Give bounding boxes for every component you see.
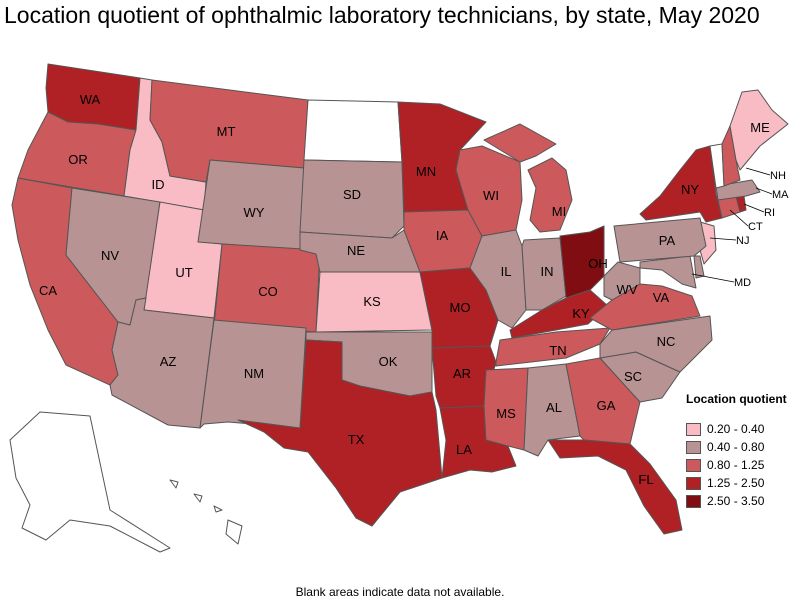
state-il[interactable] [469, 229, 527, 329]
state-label-va: VA [653, 290, 670, 305]
state-label-wa: WA [80, 92, 101, 107]
state-pa[interactable] [613, 217, 707, 263]
legend-item: 1.25 - 2.50 [686, 474, 787, 492]
state-label-il: IL [501, 264, 512, 279]
footnote: Blank areas indicate data not available. [295, 585, 505, 599]
state-label-nm: NM [244, 366, 264, 381]
state-label-az: AZ [160, 354, 177, 369]
state-nm[interactable] [199, 319, 307, 429]
state-label-tx: TX [348, 432, 365, 447]
state-label-ri: RI [764, 207, 775, 219]
state-label-ma: MA [772, 189, 789, 201]
state-ak[interactable] [9, 411, 171, 553]
state-label-al: AL [546, 400, 562, 415]
legend-swatch [686, 458, 701, 472]
md-leader-line [691, 273, 735, 283]
state-label-nh: NH [770, 170, 786, 182]
state-label-mn: MN [416, 164, 436, 179]
state-label-me: ME [750, 120, 770, 135]
legend-item: 2.50 - 3.50 [686, 492, 787, 510]
state-label-wi: WI [483, 188, 499, 203]
ri-leader-line [743, 203, 765, 213]
state-label-ut: UT [175, 265, 192, 280]
legend-title: Location quotient [686, 392, 787, 406]
ct-leader-line [729, 209, 749, 227]
legend-swatch [686, 422, 701, 436]
legend-swatch [686, 440, 701, 454]
state-label-sc: SC [624, 369, 642, 384]
state-label-id: ID [152, 177, 165, 192]
legend-swatch [686, 476, 701, 490]
state-label-md: MD [734, 277, 751, 289]
state-label-co: CO [258, 284, 278, 299]
legend-label: 0.20 - 0.40 [707, 422, 765, 436]
state-label-ia: IA [436, 228, 449, 243]
state-label-pa: PA [659, 233, 676, 248]
nj-leader-line [709, 237, 737, 241]
state-label-ar: AR [453, 366, 471, 381]
state-label-sd: SD [343, 187, 361, 202]
state-label-ga: GA [597, 398, 616, 413]
state-sd[interactable] [299, 159, 405, 239]
state-label-ks: KS [363, 294, 381, 309]
state-label-ky: KY [572, 306, 590, 321]
state-label-fl: FL [638, 472, 653, 487]
state-label-la: LA [456, 442, 472, 457]
legend-item: 0.40 - 0.80 [686, 438, 787, 456]
state-label-ne: NE [347, 243, 365, 258]
state-label-or: OR [68, 152, 88, 167]
state-nd[interactable] [303, 99, 403, 163]
state-label-wy: WY [244, 205, 265, 220]
state-tx[interactable] [237, 339, 443, 527]
state-label-oh: OH [588, 256, 608, 271]
state-md[interactable] [639, 255, 697, 289]
legend-item: 0.20 - 0.40 [686, 420, 787, 438]
state-label-ms: MS [496, 406, 516, 421]
ma-leader-line [755, 187, 773, 195]
state-fl[interactable] [547, 439, 683, 535]
state-label-ny: NY [681, 182, 699, 197]
map-title: Location quotient of ophthalmic laborato… [4, 2, 760, 28]
state-mi[interactable] [483, 123, 573, 233]
state-label-ok: OK [379, 354, 398, 369]
state-label-ct: CT [748, 221, 763, 233]
state-label-mo: MO [450, 300, 471, 315]
state-hi[interactable] [169, 479, 243, 545]
state-label-ca: CA [39, 283, 57, 298]
state-nh[interactable] [721, 125, 741, 187]
nh-leader-line [745, 167, 771, 176]
state-label-nc: NC [657, 334, 676, 349]
state-tn[interactable] [495, 327, 611, 367]
state-label-in: IN [541, 264, 554, 279]
state-wv[interactable] [603, 261, 641, 301]
state-label-tn: TN [549, 343, 566, 358]
legend-label: 0.80 - 1.25 [707, 458, 765, 472]
state-label-mt: MT [217, 124, 236, 139]
state-label-nv: NV [101, 248, 119, 263]
legend: Location quotient 0.20 - 0.40 0.40 - 0.80… [686, 392, 787, 510]
legend-label: 2.50 - 3.50 [707, 494, 765, 508]
state-label-mi: MI [552, 204, 566, 219]
legend-item: 0.80 - 1.25 [686, 456, 787, 474]
state-label-nj: NJ [736, 235, 749, 247]
legend-label: 1.25 - 2.50 [707, 476, 765, 490]
legend-label: 0.40 - 0.80 [707, 440, 765, 454]
state-me[interactable] [729, 89, 789, 171]
legend-swatch [686, 494, 701, 508]
state-ny[interactable] [639, 145, 723, 223]
state-label-wv: WV [617, 282, 638, 297]
